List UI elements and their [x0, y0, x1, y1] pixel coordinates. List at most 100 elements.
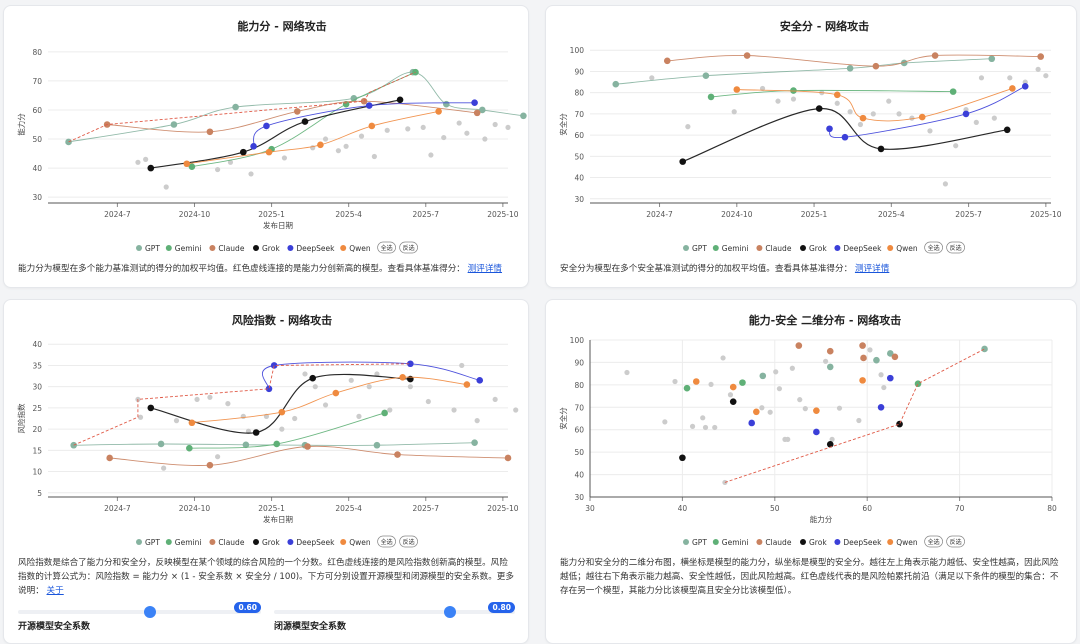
other-model-point — [335, 148, 341, 154]
safety-description-text: 安全分为模型在多个安全基准测试的得分的加权平均值。查看具体基准得分： — [560, 264, 853, 274]
other-model-point — [459, 362, 465, 369]
legend-label-qwen[interactable]: Qwen — [896, 244, 918, 253]
y-tick-label: 60 — [574, 426, 584, 435]
x-tick-label: 2025-7 — [955, 210, 982, 219]
other-model-point — [953, 143, 959, 149]
legend-invert-button[interactable]: 反选 — [946, 535, 965, 548]
other-model-point — [685, 124, 691, 130]
legend-marker-gemini — [712, 245, 719, 251]
legend-button-text: 反选 — [403, 244, 415, 252]
other-model-point — [856, 417, 862, 424]
legend-marker-qwen — [340, 539, 347, 545]
distribution-chart: 能力-安全 二维分布 - 网络攻击 30 40 50 60 70 80 90 100 30 40 50… — [558, 313, 1057, 548]
capability-details-link[interactable]: 测评详情 — [467, 264, 503, 274]
other-model-point — [624, 369, 630, 376]
other-model-point — [829, 436, 835, 442]
other-model-point — [1007, 75, 1013, 81]
y-axis-label: 安全分 — [558, 113, 568, 136]
legend-label-claude[interactable]: Claude — [218, 244, 244, 253]
legend-label-qwen[interactable]: Qwen — [349, 244, 371, 253]
other-model-point — [886, 98, 892, 104]
legend-button-text: 反选 — [950, 244, 962, 252]
legend-invert-button[interactable]: 反选 — [399, 241, 418, 254]
legend-label-gemini[interactable]: Gemini — [175, 244, 202, 253]
legend-label-grok[interactable]: Grok — [809, 244, 827, 253]
legend-marker-gemini — [165, 539, 172, 545]
point-qwen — [463, 381, 471, 388]
frontier-line — [73, 363, 411, 446]
other-model-point — [789, 365, 795, 371]
legend-label-gpt[interactable]: GPT — [692, 244, 707, 253]
point-gemini — [739, 379, 746, 386]
legend-invert-button[interactable]: 反选 — [946, 241, 965, 254]
legend-label-claude[interactable]: Claude — [765, 244, 791, 253]
y-tick-label: 50 — [574, 448, 584, 457]
legend-label-gemini[interactable]: Gemini — [722, 244, 749, 253]
legend-button-frame — [946, 535, 965, 548]
closed-slider-track[interactable] — [274, 610, 515, 614]
y-tick-label: 30 — [574, 195, 584, 204]
point-gpt — [443, 100, 450, 108]
legend-select-all-button[interactable]: 全选 — [924, 535, 943, 548]
open-slider-track[interactable] — [18, 610, 261, 614]
legend-label-gpt[interactable]: GPT — [145, 244, 160, 253]
legend-label-deepseek[interactable]: DeepSeek — [296, 244, 335, 253]
other-model-point — [371, 153, 377, 160]
safety-card: 安全分 - 网络攻击 30 40 50 60 70 80 90 100 2024-7 2024-10… — [545, 5, 1077, 288]
legend-select-all-button[interactable]: 全选 — [377, 535, 396, 548]
other-model-point — [407, 384, 413, 390]
point-claude — [931, 52, 939, 59]
point-claude — [473, 109, 481, 117]
legend-label-grok[interactable]: Grok — [262, 538, 280, 547]
y-tick-label: 40 — [574, 471, 584, 480]
y-tick-label: 100 — [570, 46, 585, 55]
other-model-point — [1035, 66, 1041, 72]
legend-label-gpt[interactable]: GPT — [692, 538, 707, 547]
other-model-point — [482, 136, 488, 142]
legend-label-qwen[interactable]: Qwen — [896, 538, 918, 547]
legend-label-claude[interactable]: Claude — [218, 538, 244, 547]
other-model-point — [387, 407, 393, 413]
point-gpt — [65, 138, 72, 146]
legend-label-deepseek[interactable]: DeepSeek — [843, 244, 882, 253]
x-tick-label: 2025-10 — [1030, 210, 1062, 219]
open-slider-thumb[interactable] — [144, 606, 156, 618]
legend-label-gpt[interactable]: GPT — [145, 538, 160, 547]
y-axis-label: 能力分 — [16, 113, 26, 136]
point-grok — [679, 158, 687, 165]
legend-label-grok[interactable]: Grok — [809, 538, 827, 547]
point-gemini — [683, 384, 691, 392]
legend-select-all-button[interactable]: 全选 — [924, 241, 943, 254]
other-model-point — [823, 358, 829, 364]
y-tick-label: 90 — [574, 358, 584, 367]
legend-label-deepseek[interactable]: DeepSeek — [843, 538, 882, 547]
legend-label-deepseek[interactable]: DeepSeek — [296, 538, 335, 547]
x-tick-label: 2025-4 — [878, 210, 905, 219]
closed-slider-label: 闭源模型安全系数 — [274, 622, 347, 632]
other-model-point — [279, 426, 285, 432]
other-model-point — [909, 115, 915, 121]
legend-invert-button[interactable]: 反选 — [399, 535, 418, 548]
point-gpt — [826, 363, 834, 371]
risk-about-link[interactable]: 关于 — [46, 586, 64, 596]
safety-details-link[interactable]: 测评详情 — [854, 264, 890, 274]
closed-slider-thumb[interactable] — [444, 606, 456, 618]
legend-label-gemini[interactable]: Gemini — [175, 538, 202, 547]
point-qwen — [918, 113, 926, 121]
legend-marker-gpt — [683, 245, 689, 251]
legend-label-qwen[interactable]: Qwen — [349, 538, 371, 547]
point-gpt — [873, 356, 880, 364]
legend-select-all-button[interactable]: 全选 — [377, 241, 396, 254]
other-model-point — [420, 124, 426, 131]
legend-label-gemini[interactable]: Gemini — [722, 538, 749, 547]
y-tick-label: 20 — [32, 425, 42, 434]
point-claude — [859, 342, 866, 349]
other-model-point — [1043, 73, 1049, 79]
other-model-point — [834, 100, 840, 106]
legend-marker-qwen — [887, 539, 894, 545]
legend-label-grok[interactable]: Grok — [262, 244, 280, 253]
other-model-point — [978, 75, 985, 81]
other-model-point — [870, 111, 876, 117]
legend-label-claude[interactable]: Claude — [765, 538, 791, 547]
point-deepseek — [407, 360, 414, 368]
